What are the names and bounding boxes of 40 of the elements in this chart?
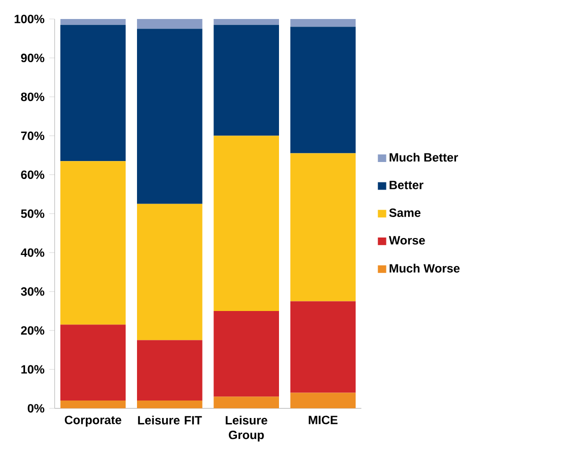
y-tick-label: 10% xyxy=(21,365,44,374)
legend-label: Much Better xyxy=(390,152,458,162)
y-tick-label: 0% xyxy=(28,404,44,413)
y-tick-label: 100% xyxy=(14,14,44,24)
y-tick-label: 30% xyxy=(20,287,44,296)
bar xyxy=(137,340,202,401)
bar xyxy=(290,18,356,27)
bar xyxy=(290,392,356,408)
y-tick-label: 50% xyxy=(20,209,44,218)
bar xyxy=(137,28,202,204)
y-tick-label: 70% xyxy=(21,132,44,140)
x-tick-label: Corporate xyxy=(64,416,122,427)
bar xyxy=(214,136,279,311)
bar xyxy=(214,396,279,408)
bar xyxy=(290,26,356,154)
bar xyxy=(60,18,126,25)
bar xyxy=(214,310,279,397)
bar xyxy=(60,161,126,325)
y-tick-label: 20% xyxy=(21,326,44,335)
bar xyxy=(60,324,126,401)
bar xyxy=(137,18,202,29)
bar xyxy=(137,204,202,340)
bar xyxy=(214,18,279,25)
x-tick-label: MICE xyxy=(308,416,338,424)
bar xyxy=(137,400,202,408)
y-tick-label: 60% xyxy=(21,170,44,179)
bar xyxy=(290,301,356,393)
legend-label: Much Worse xyxy=(390,264,460,273)
x-tick-label: Leisure FIT xyxy=(138,416,202,425)
y-tick-label: 90% xyxy=(21,54,44,62)
bar xyxy=(60,24,126,162)
bar xyxy=(214,24,279,136)
y-tick-label: 80% xyxy=(20,92,44,102)
bar xyxy=(60,400,126,408)
legend-label: Same xyxy=(389,208,420,217)
bar xyxy=(290,153,356,302)
legend-label: Better xyxy=(390,180,424,190)
x-tick-label: Leisure Group xyxy=(226,416,268,442)
y-tick-label: 40% xyxy=(20,248,44,257)
legend-label: Worse xyxy=(388,236,425,245)
